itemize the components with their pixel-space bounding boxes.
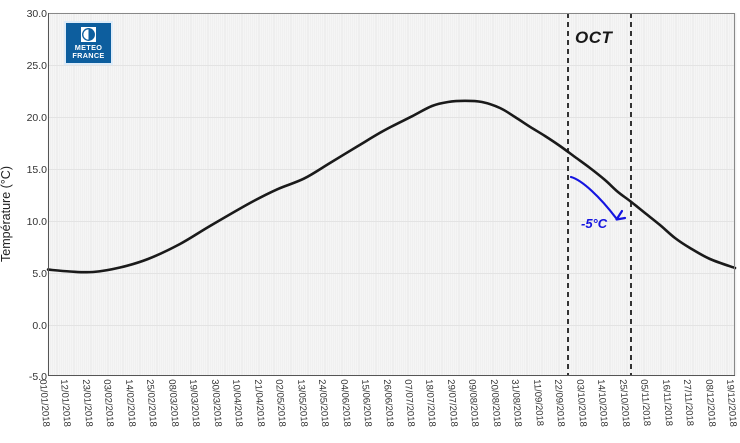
- svg-text:FRANCE: FRANCE: [72, 51, 104, 60]
